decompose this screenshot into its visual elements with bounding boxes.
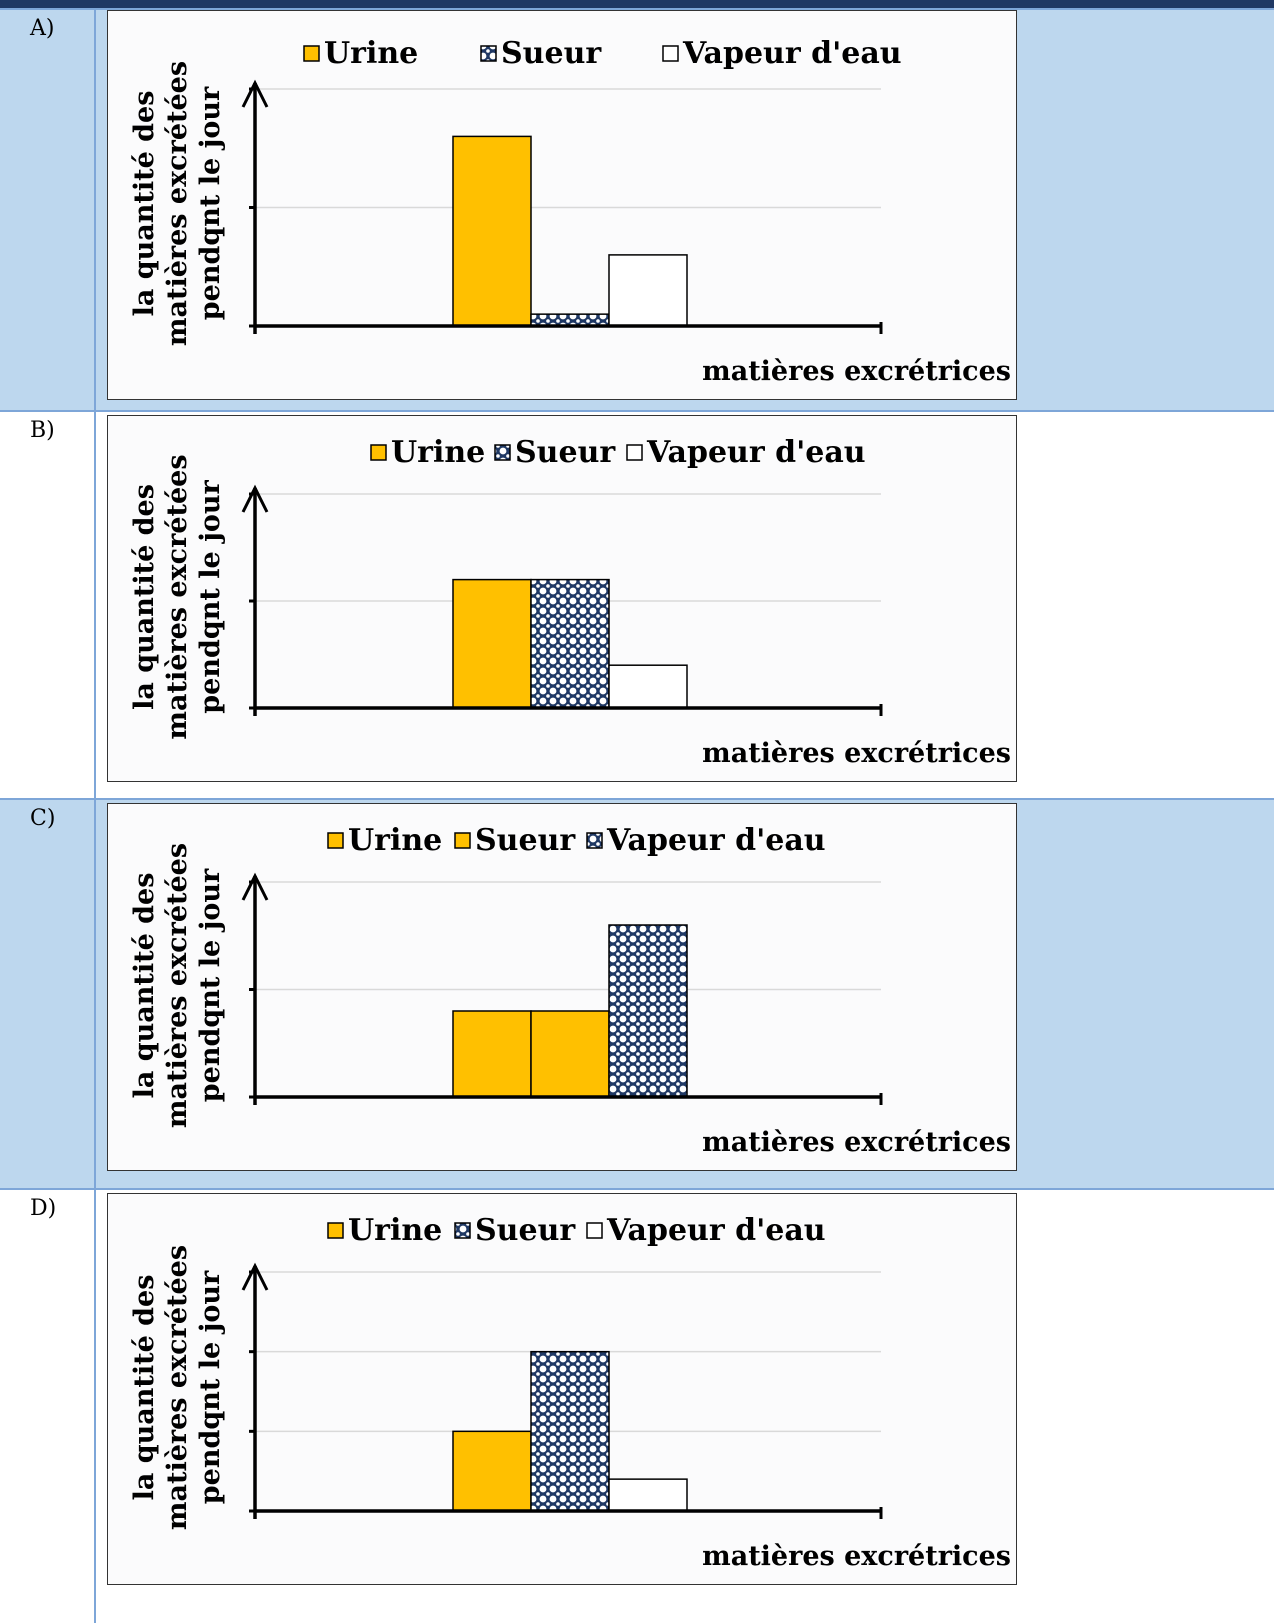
legend-label: Urine [348,823,442,858]
option-label: D) [30,1196,57,1221]
y-axis-title-line: matières excrétées [162,1245,193,1530]
legend-marker [586,1222,603,1239]
chart-panel: Urine Sueur Vapeur d'eau la quantité des mat… [107,803,1017,1171]
top-border [0,0,1274,8]
legend-marker [454,1222,471,1239]
legend-label: Vapeur d'eau [606,1213,826,1248]
chart-panel: Urine Sueur Vapeur d'eau la quantité des mat… [107,10,1017,400]
option-label-cell[interactable]: D) [0,1190,96,1623]
x-axis-title: matières excrétrices [702,1127,1011,1158]
bar-vapeur-d-eau [608,254,688,327]
y-axis-title-line: pendqnt le jour [195,1270,226,1504]
y-axis-title-line: matières excrétées [162,61,193,346]
bar-vapeur-d-eau [608,924,688,1098]
legend-label: Urine [391,435,485,470]
legend-marker [626,444,643,461]
legend-marker [494,444,511,461]
legend-label: Urine [348,1213,442,1248]
bar-vapeur-d-eau [608,664,688,709]
x-axis-title: matières excrétrices [702,356,1011,387]
legend-label: Sueur [475,1213,576,1248]
legend-label: Vapeur d'eau [606,823,826,858]
option-label-cell[interactable]: C) [0,800,96,1188]
y-axis-arrow [241,484,269,513]
y-axis-title-line: matières excrétées [162,454,193,739]
y-axis-title-line: matières excrétées [162,843,193,1128]
option-label-cell[interactable]: A) [0,10,96,410]
y-axis-title-line: pendqnt le jour [195,868,226,1102]
option-label: C) [30,806,56,831]
option-label-cell[interactable]: B) [0,412,96,798]
legend-marker [662,45,679,62]
bar-sueur [530,1350,610,1512]
y-axis-title-line: la quantité des [129,91,160,317]
legend-marker [480,45,497,62]
y-axis-arrow [241,79,269,108]
bar-sueur [530,578,610,709]
y-axis-title-line: pendqnt le jour [195,480,226,714]
bar-urine [452,578,532,709]
bar-vapeur-d-eau [608,1478,688,1512]
option-row: B) Urine Sueur Vapeur d'eau la quantité des m… [0,410,1274,798]
option-row: C) Urine Sueur Vapeur d'eau la quantité des m… [0,798,1274,1188]
legend-marker [454,832,471,849]
x-axis-title: matières excrétrices [702,1541,1011,1572]
legend-marker [586,832,603,849]
legend-label: Urine [324,36,418,71]
chart-panel: Urine Sueur Vapeur d'eau la quantité des mat… [107,415,1017,782]
y-axis-title-line: la quantité des [129,1275,160,1501]
option-label: B) [30,418,55,443]
y-axis-arrow [241,872,269,901]
option-label: A) [30,16,55,41]
y-axis-title-line: la quantité des [129,873,160,1099]
legend-marker [303,45,320,62]
option-row: A) Urine Sueur Vapeur d'eau la quantité des m… [0,8,1274,410]
bar-sueur [530,313,610,327]
bar-urine [452,135,532,327]
legend-marker [327,1222,344,1239]
legend-label: Sueur [501,36,602,71]
legend-marker [370,444,387,461]
chart-panel: Urine Sueur Vapeur d'eau la quantité des mat… [107,1193,1017,1585]
y-axis-title-line: la quantité des [129,484,160,710]
bar-sueur [530,1010,610,1098]
legend-label: Vapeur d'eau [682,36,902,71]
option-row: D) Urine Sueur Vapeur d'eau la quantité des m… [0,1188,1274,1623]
x-axis-title: matières excrétrices [702,738,1011,769]
bar-urine [452,1430,532,1512]
legend-label: Sueur [475,823,576,858]
legend-label: Vapeur d'eau [646,435,866,470]
legend-marker [327,832,344,849]
legend-label: Sueur [515,435,616,470]
bar-urine [452,1010,532,1098]
y-axis-arrow [241,1262,269,1291]
y-axis-title-line: pendqnt le jour [195,86,226,320]
